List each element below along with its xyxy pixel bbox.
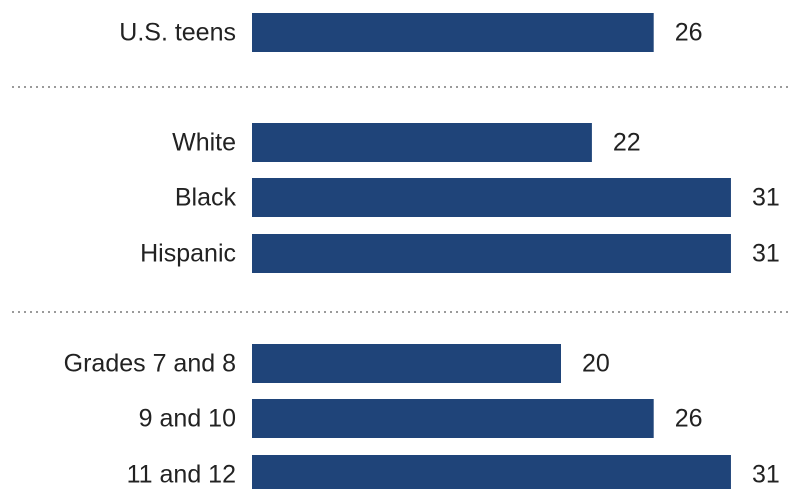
- value-label-9-and-10: 26: [675, 405, 703, 433]
- bar-grades-7-and-8: [252, 344, 561, 383]
- group-dividers: [12, 86, 790, 313]
- value-label-u-s-teens: 26: [675, 19, 703, 47]
- category-label-white: White: [172, 129, 236, 157]
- bars: [252, 13, 731, 489]
- category-label-hispanic: Hispanic: [140, 240, 236, 268]
- category-label-11-and-12: 11 and 12: [127, 461, 236, 489]
- bar-hispanic: [252, 234, 731, 273]
- category-labels: U.S. teens White Black Hispanic Grades 7 and…: [64, 19, 237, 489]
- bar-11-and-12: [252, 455, 731, 489]
- value-labels: 26 22 31 31 20 26 31: [582, 19, 780, 489]
- bar-white: [252, 123, 592, 162]
- category-label-black: Black: [175, 184, 237, 212]
- category-label-u-s-teens: U.S. teens: [119, 19, 236, 47]
- value-label-grades-7-and-8: 20: [582, 350, 610, 378]
- value-label-black: 31: [752, 184, 780, 212]
- category-label-grades-7-and-8: Grades 7 and 8: [64, 350, 236, 378]
- category-label-9-and-10: 9 and 10: [139, 405, 236, 433]
- value-label-hispanic: 31: [752, 240, 780, 268]
- value-label-white: 22: [613, 129, 641, 157]
- bar-9-and-10: [252, 399, 654, 438]
- value-label-11-and-12: 31: [752, 461, 780, 489]
- bar-black: [252, 178, 731, 217]
- bar-u-s-teens: [252, 13, 654, 52]
